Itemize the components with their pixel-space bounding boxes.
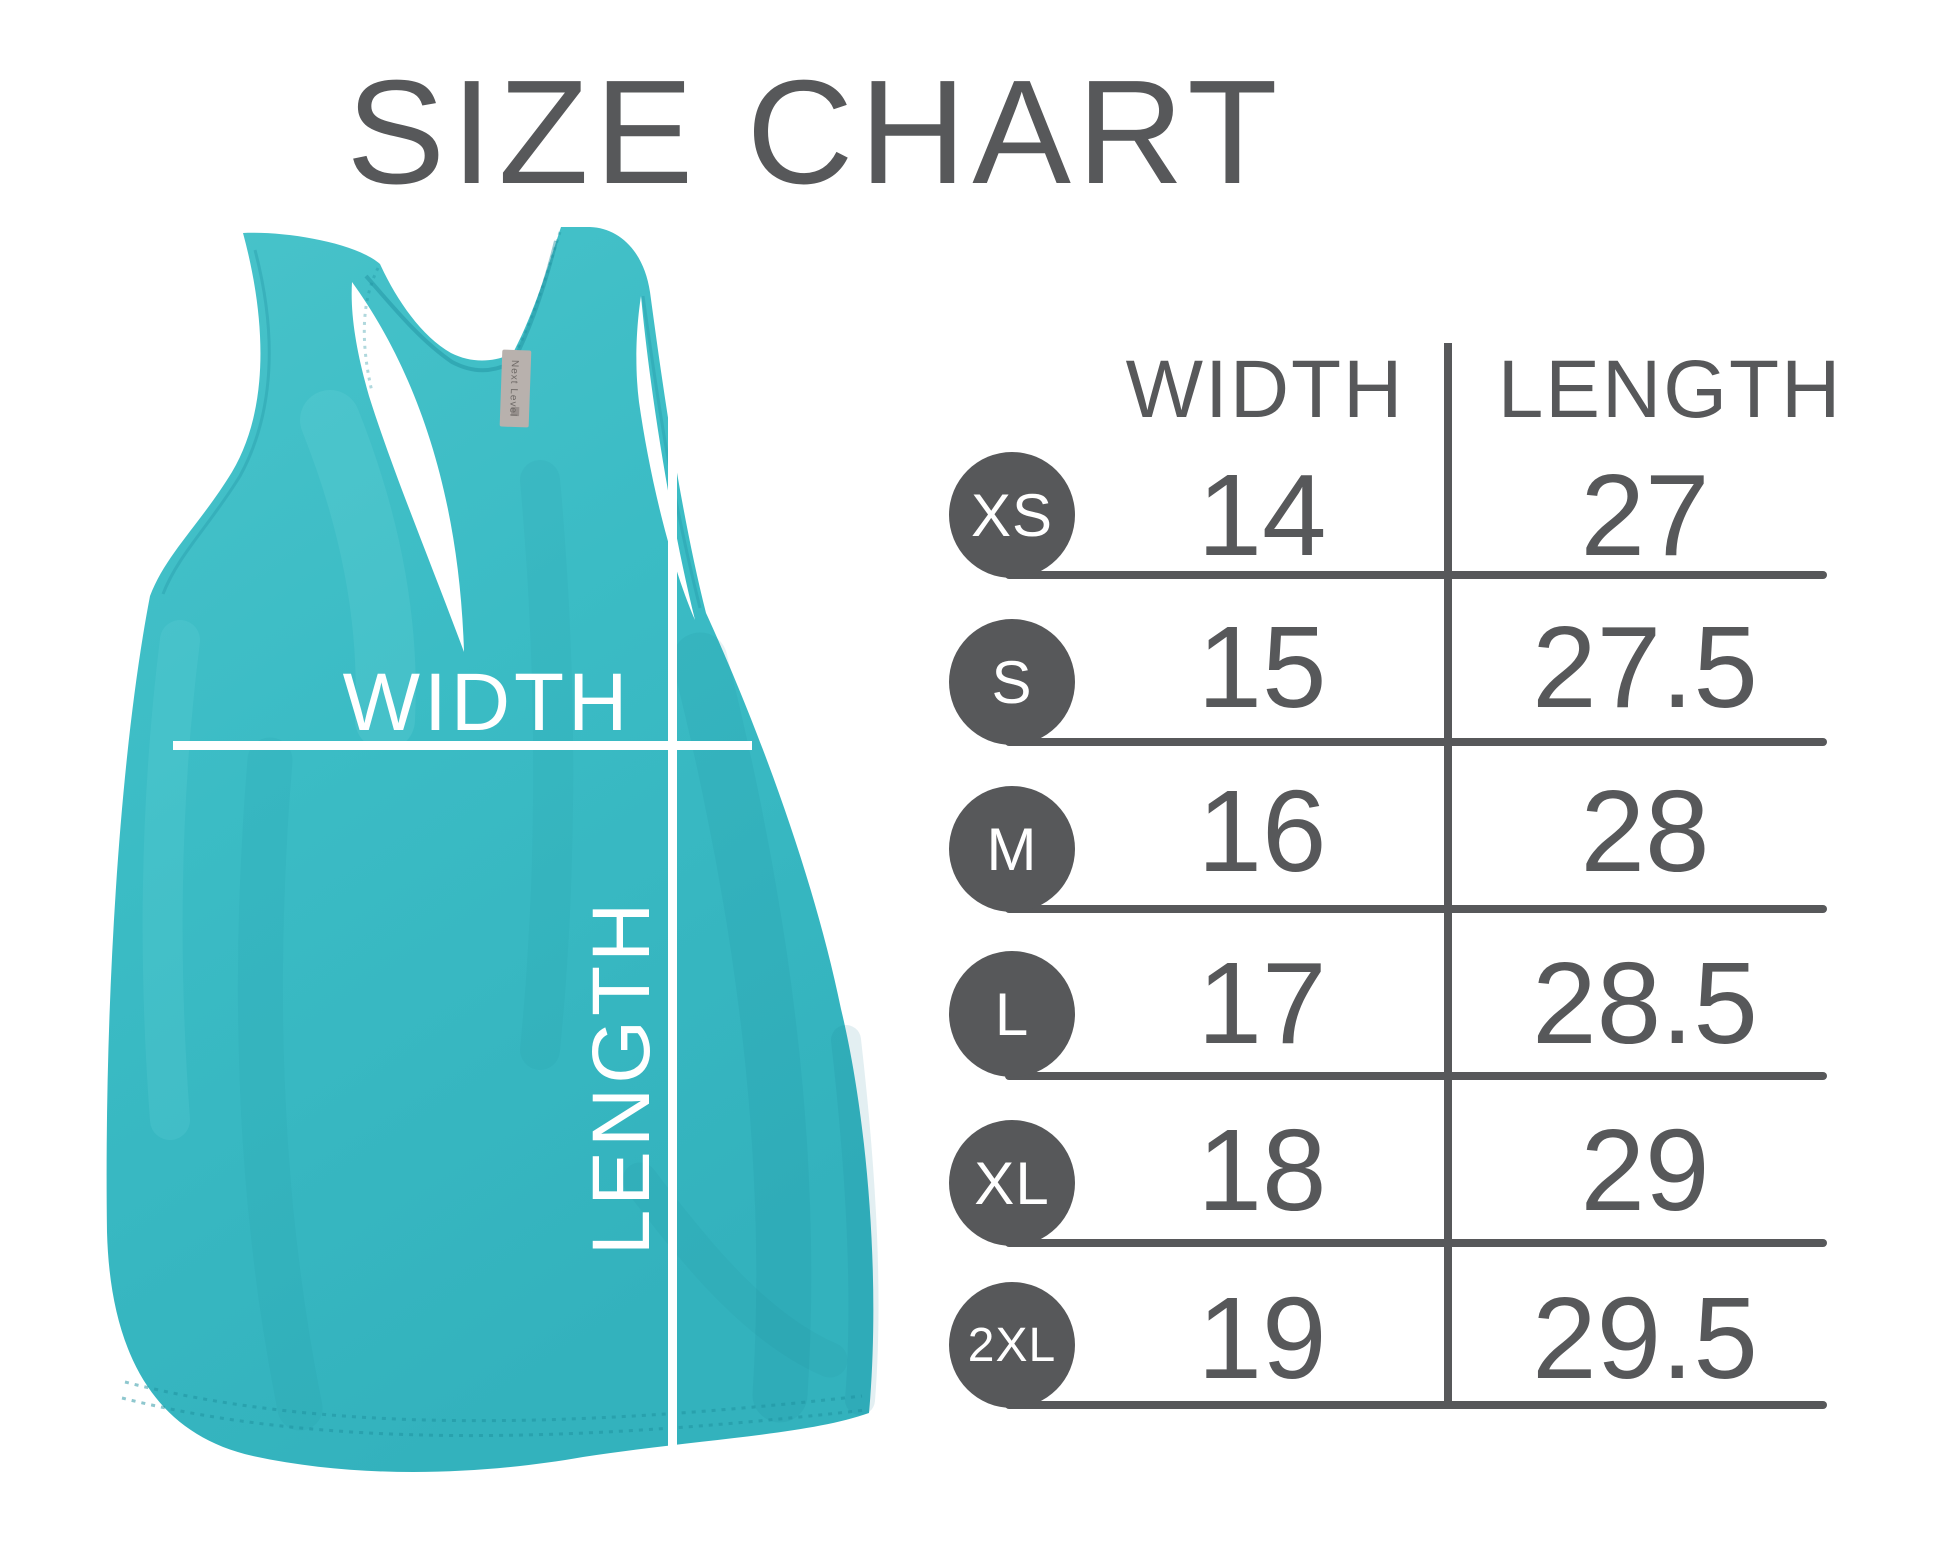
row-divider bbox=[1005, 905, 1827, 913]
tank-body bbox=[106, 227, 874, 1472]
width-value-xs: 14 bbox=[1197, 450, 1327, 580]
row-divider bbox=[1005, 1072, 1827, 1080]
size-badge-label: M bbox=[986, 815, 1038, 883]
tank-top-illustration: Next Level bbox=[106, 227, 879, 1472]
size-badge-label: XS bbox=[970, 481, 1054, 549]
size-badge-m: M bbox=[949, 786, 1075, 912]
length-value-m: 28 bbox=[1580, 766, 1710, 896]
shirt-width-label: WIDTH bbox=[342, 657, 632, 748]
size-badge-label: L bbox=[994, 980, 1030, 1048]
size-badge-s: S bbox=[949, 619, 1075, 745]
size-badge-2xl: 2XL bbox=[949, 1282, 1075, 1408]
table-header-length: LENGTH bbox=[1497, 344, 1843, 435]
row-divider bbox=[1005, 738, 1827, 746]
size-badge-label: S bbox=[991, 648, 1033, 716]
row-divider bbox=[1005, 571, 1827, 579]
width-value-2xl: 19 bbox=[1197, 1273, 1327, 1403]
width-value-m: 16 bbox=[1197, 766, 1327, 896]
width-measure-line bbox=[173, 741, 752, 750]
table-column-divider bbox=[1444, 343, 1452, 1409]
size-badge-l: L bbox=[949, 951, 1075, 1077]
width-value-xl: 18 bbox=[1197, 1105, 1327, 1235]
neck-tag-text: Next Level bbox=[507, 360, 520, 418]
page-title: SIZE CHART bbox=[346, 50, 1284, 215]
size-badge-xs: XS bbox=[949, 452, 1075, 578]
table-header-width: WIDTH bbox=[1125, 344, 1405, 435]
length-value-xl: 29 bbox=[1580, 1105, 1710, 1235]
length-value-s: 27.5 bbox=[1532, 602, 1758, 732]
right-armhole-cutout bbox=[636, 296, 695, 620]
width-value-s: 15 bbox=[1197, 602, 1327, 732]
shirt-length-label: LENGTH bbox=[576, 898, 667, 1256]
length-value-l: 28.5 bbox=[1532, 938, 1758, 1068]
length-measure-line bbox=[668, 287, 677, 1453]
row-divider bbox=[1005, 1401, 1827, 1409]
size-badge-label: XL bbox=[974, 1149, 1050, 1217]
length-value-2xl: 29.5 bbox=[1532, 1273, 1758, 1403]
size-badge-xl: XL bbox=[949, 1120, 1075, 1246]
length-value-xs: 27 bbox=[1580, 450, 1710, 580]
left-armhole-cutout bbox=[351, 282, 464, 652]
neck-tag: Next Level bbox=[499, 349, 532, 428]
size-badge-label: 2XL bbox=[967, 1318, 1057, 1372]
width-value-l: 17 bbox=[1197, 938, 1327, 1068]
row-divider bbox=[1005, 1239, 1827, 1247]
